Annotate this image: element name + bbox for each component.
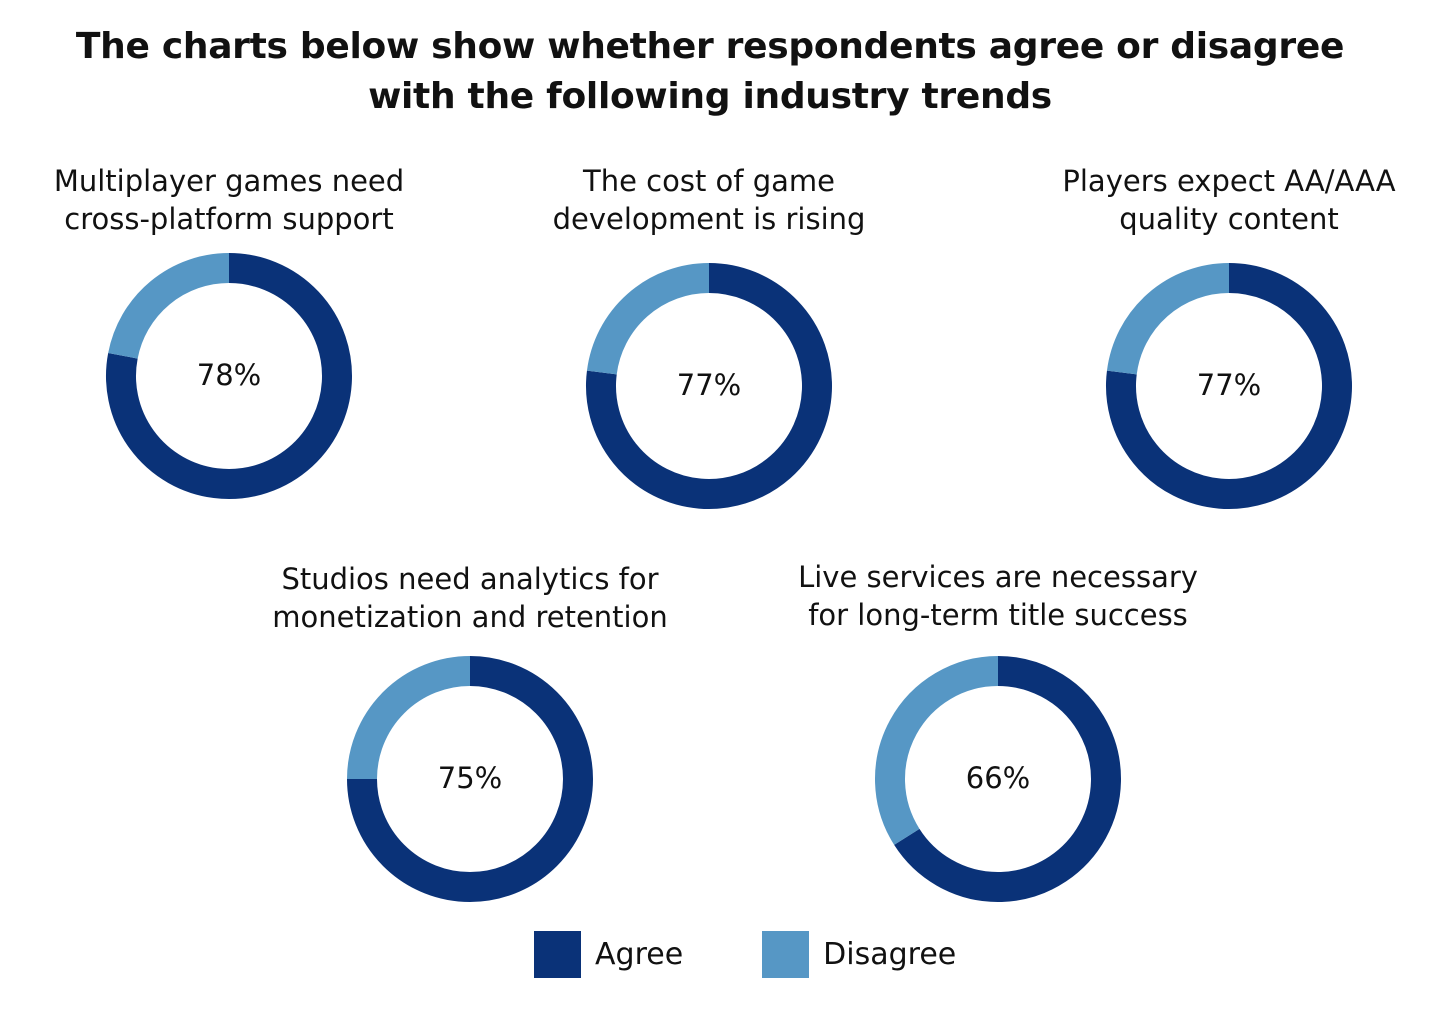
donut-slice-agree [586, 263, 832, 509]
donut-title-line-2: cross-platform support [64, 202, 394, 236]
donut-slice-disagree [875, 656, 999, 845]
donut-title-line-1: The cost of game [583, 164, 835, 198]
legend-swatch-disagree [762, 930, 810, 978]
donut-slice-agree [894, 656, 1121, 902]
chart-title: The charts below show whether respondent… [0, 22, 1420, 122]
donut-chart: 77% [1106, 263, 1352, 509]
legend-swatch-agree [534, 930, 581, 978]
donut-title-line-2: quality content [1119, 202, 1339, 236]
donut-slice-disagree [1106, 263, 1230, 375]
donut-center-label: 75% [438, 761, 502, 795]
donut-slice-disagree [586, 263, 710, 375]
donut-slice-disagree [108, 253, 230, 359]
legend-item-agree: Agree [534, 930, 684, 978]
legend-label-agree: Agree [595, 936, 684, 972]
legend: Agree Disagree [534, 930, 956, 978]
chart-title-line-2: with the following industry trends [368, 76, 1052, 117]
donut-chart: 77% [586, 263, 832, 509]
donut-slice-agree [106, 253, 352, 499]
chart-title-line-1: The charts below show whether respondent… [75, 26, 1345, 67]
donut-title: Multiplayer games need cross-platform sup… [0, 162, 469, 238]
legend-item-disagree: Disagree [762, 930, 957, 978]
donut-title-line-1: Studios need analytics for [281, 562, 659, 596]
donut-center-label: 77% [677, 368, 741, 402]
donut-center-label: 66% [966, 761, 1030, 795]
donut-slice-agree [347, 656, 593, 902]
donut-title-line-2: monetization and retention [272, 600, 668, 634]
donut-title-line-1: Players expect AA/AAA [1062, 164, 1396, 198]
donut-title: Players expect AA/AAA quality content [989, 162, 1456, 238]
donut-chart: 78% [106, 253, 352, 499]
donut-title-line-2: for long-term title success [808, 598, 1188, 632]
donut-slice-agree [1106, 263, 1352, 509]
donut-title-line-2: development is rising [552, 202, 866, 236]
donut-title: Live services are necessary for long-term… [758, 558, 1238, 634]
donut-center-label: 77% [1197, 368, 1261, 402]
donut-title-line-1: Live services are necessary [798, 560, 1198, 594]
donut-center-label: 78% [197, 358, 261, 392]
donut-chart: 66% [875, 656, 1121, 902]
donut-title: The cost of game development is rising [469, 162, 949, 238]
donut-chart: 75% [347, 656, 593, 902]
donut-slice-disagree [347, 656, 471, 780]
legend-label-disagree: Disagree [823, 936, 957, 972]
donut-title-line-1: Multiplayer games need [53, 164, 405, 198]
donut-title: Studios need analytics for monetization a… [230, 560, 710, 636]
